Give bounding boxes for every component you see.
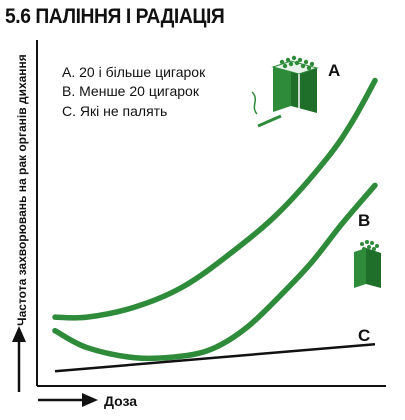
cigarette-pack-large-icon: [271, 55, 319, 115]
series-line-a: [52, 77, 378, 321]
series-label-c: C: [358, 326, 370, 345]
x-axis-arrow-icon: [38, 393, 98, 407]
y-axis-arrow-icon: [12, 326, 26, 392]
series-label-a: A: [328, 61, 340, 80]
cigarette-icon: [251, 91, 282, 128]
legend-entry-a: A. 20 і більше цигарок: [62, 64, 206, 80]
cigarette-pack-small-icon: [354, 240, 381, 288]
series-line-c: [54, 342, 376, 373]
x-axis-label: Доза: [104, 393, 137, 409]
chart-title: 5.6 ПАЛІННЯ І РАДІАЦІЯ: [5, 5, 225, 28]
series-line-b: [52, 182, 378, 362]
legend-entry-c: C. Які не палять: [62, 103, 167, 119]
y-axis-label: Частота захворювань на рак органів дихан…: [15, 54, 29, 326]
legend-entry-b: B. Менше 20 цигарок: [62, 83, 200, 99]
series-label-b: B: [358, 211, 370, 230]
